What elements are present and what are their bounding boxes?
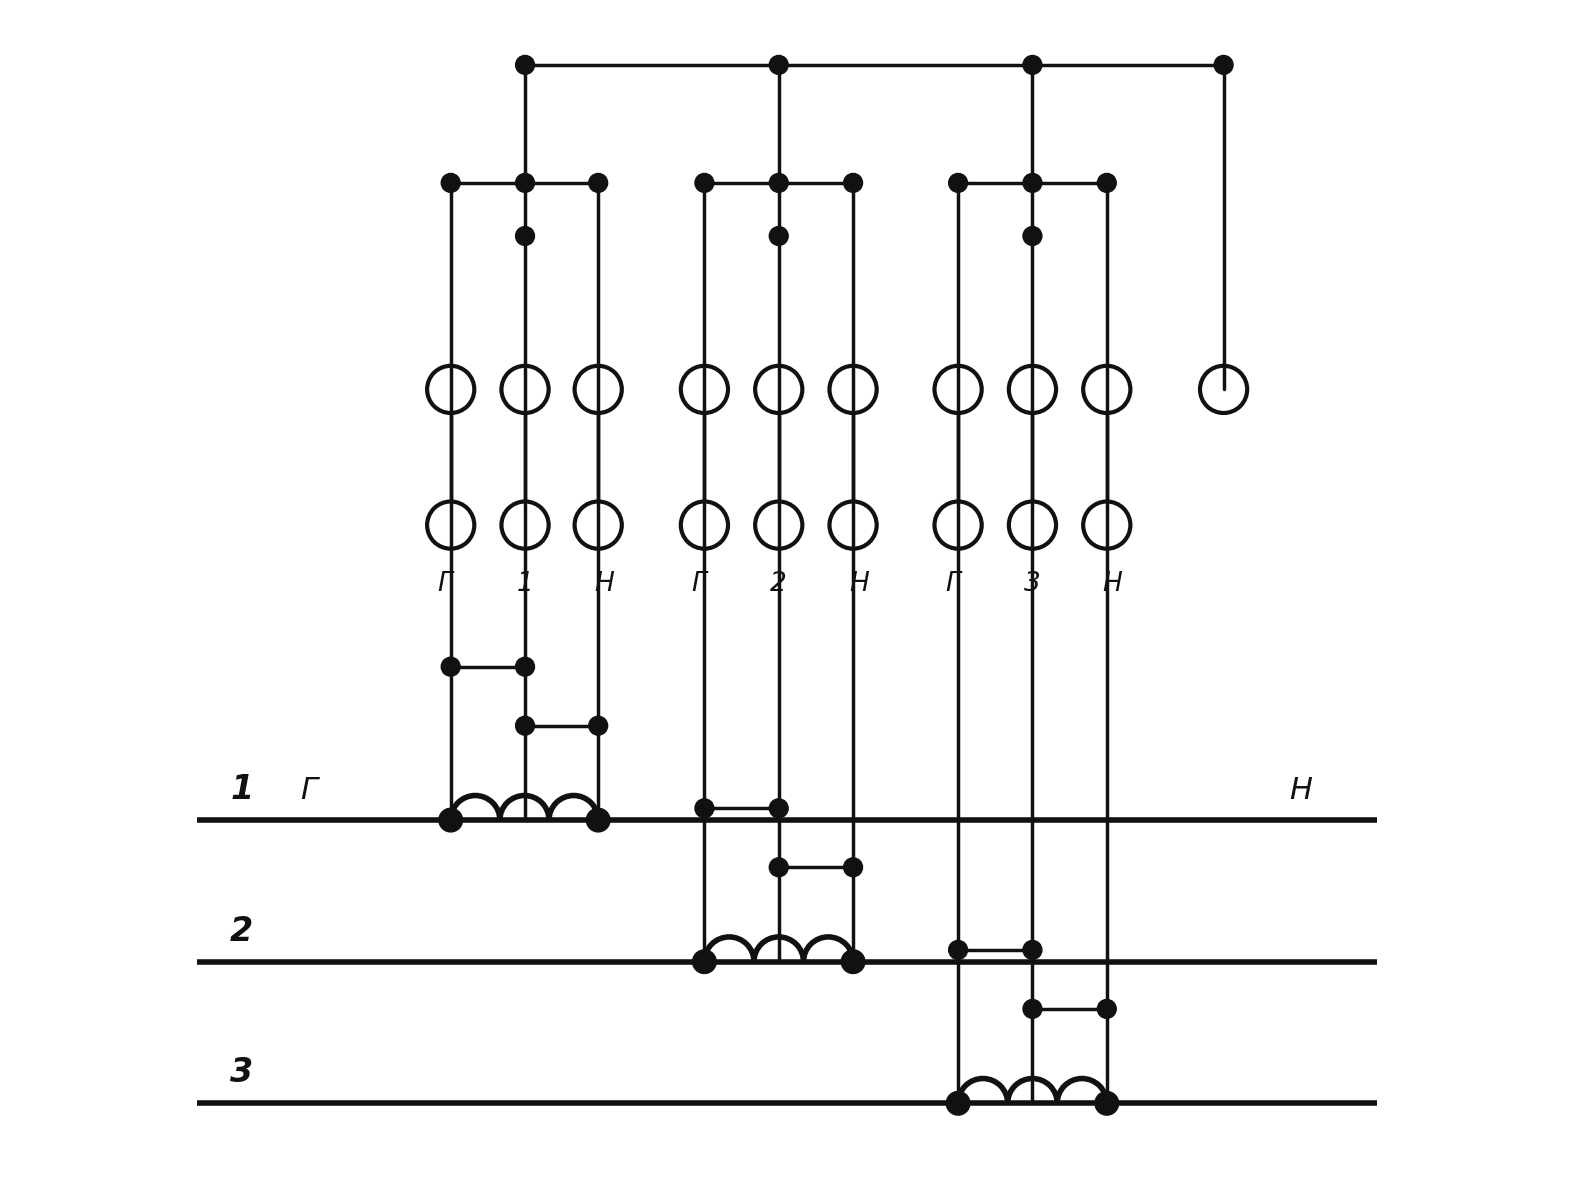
Circle shape xyxy=(770,799,789,818)
Circle shape xyxy=(844,173,863,192)
Circle shape xyxy=(770,227,789,245)
Text: Н: Н xyxy=(1289,775,1311,805)
Circle shape xyxy=(844,858,863,877)
Circle shape xyxy=(696,799,715,818)
Text: 1: 1 xyxy=(516,571,534,597)
Text: Н: Н xyxy=(1103,571,1122,597)
Circle shape xyxy=(441,173,460,192)
Circle shape xyxy=(516,173,535,192)
Text: Г: Г xyxy=(944,571,960,597)
Circle shape xyxy=(439,808,463,832)
Circle shape xyxy=(1096,1092,1119,1115)
Circle shape xyxy=(441,657,460,676)
Circle shape xyxy=(696,173,715,192)
Circle shape xyxy=(770,173,789,192)
Text: Н: Н xyxy=(848,571,869,597)
Circle shape xyxy=(1097,999,1116,1018)
Text: 3: 3 xyxy=(230,1056,253,1089)
Circle shape xyxy=(1023,999,1042,1018)
Circle shape xyxy=(841,950,864,974)
Circle shape xyxy=(1023,940,1042,959)
Circle shape xyxy=(1023,173,1042,192)
Text: Г: Г xyxy=(438,571,452,597)
Circle shape xyxy=(1214,55,1232,74)
Circle shape xyxy=(516,55,535,74)
Circle shape xyxy=(693,950,716,974)
Circle shape xyxy=(587,808,611,832)
Circle shape xyxy=(589,173,608,192)
Text: 3: 3 xyxy=(1025,571,1040,597)
Circle shape xyxy=(1097,173,1116,192)
Circle shape xyxy=(589,716,608,735)
Circle shape xyxy=(949,940,968,959)
Text: Г: Г xyxy=(301,775,318,805)
Circle shape xyxy=(949,173,968,192)
Circle shape xyxy=(1023,227,1042,245)
Circle shape xyxy=(1023,55,1042,74)
Circle shape xyxy=(516,227,535,245)
Circle shape xyxy=(770,858,789,877)
Circle shape xyxy=(516,716,535,735)
Text: Н: Н xyxy=(593,571,614,597)
Text: 2: 2 xyxy=(770,571,787,597)
Text: Г: Г xyxy=(691,571,705,597)
Circle shape xyxy=(946,1092,970,1115)
Text: 2: 2 xyxy=(230,914,253,948)
Circle shape xyxy=(516,657,535,676)
Circle shape xyxy=(770,55,789,74)
Text: 1: 1 xyxy=(230,773,253,806)
